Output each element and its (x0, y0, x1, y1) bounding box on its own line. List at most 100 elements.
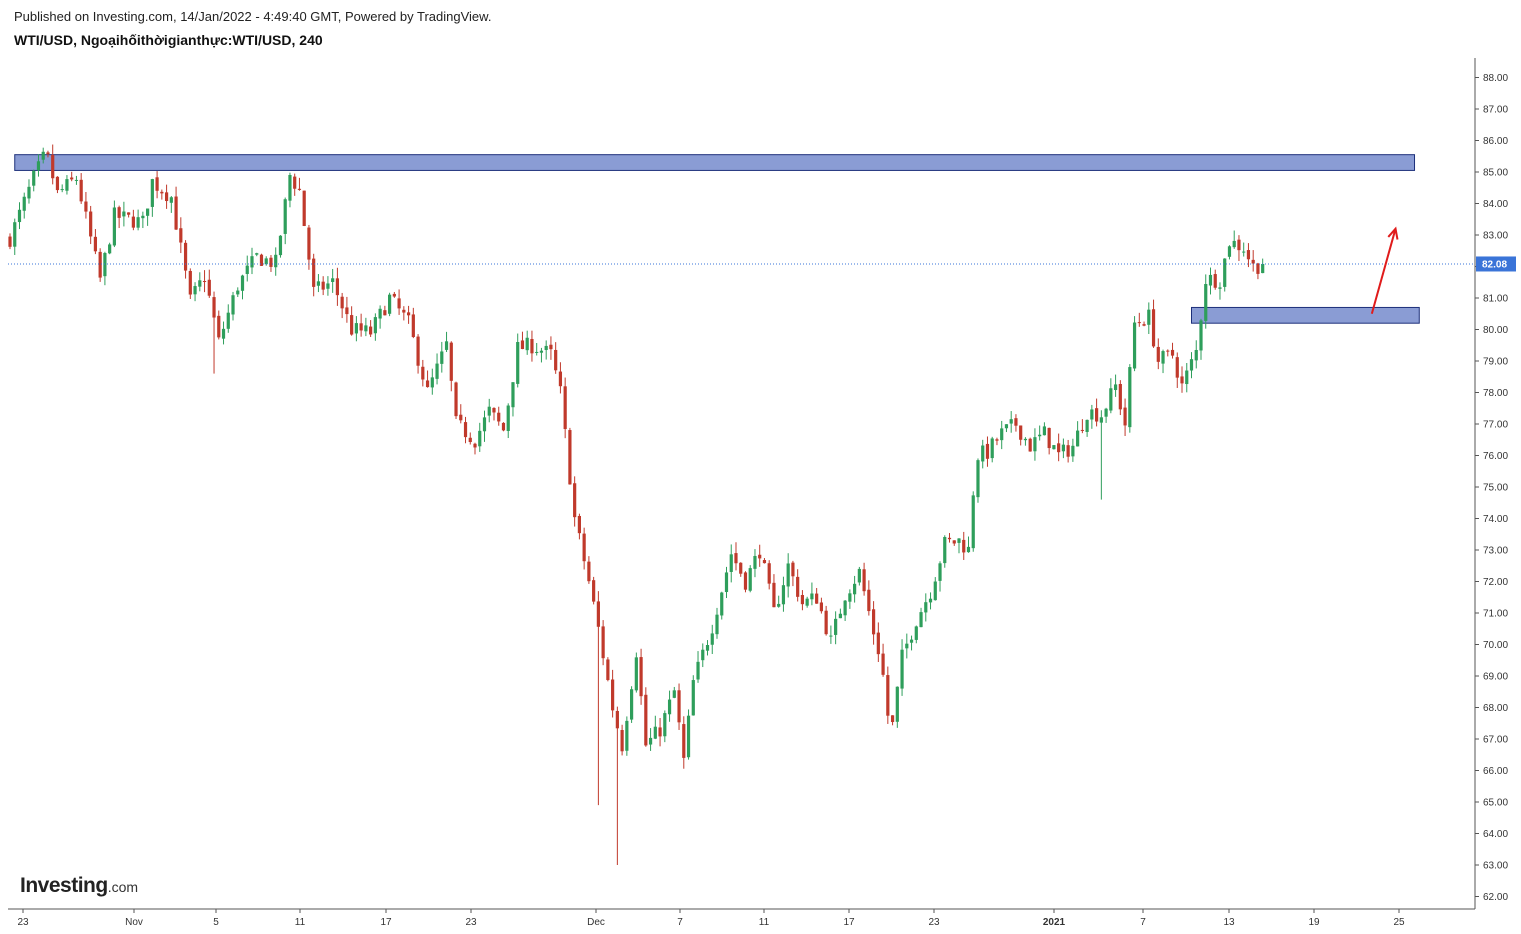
candle-down (1256, 262, 1260, 280)
candle-body (421, 366, 425, 380)
candle-up (112, 200, 116, 248)
candle-up (240, 274, 245, 300)
candle-up (810, 582, 814, 606)
candle-body (933, 581, 937, 601)
candle-up (544, 340, 548, 360)
x-tick-label: 2021 (1043, 917, 1066, 928)
x-tick-label: 11 (295, 917, 306, 928)
candle-up (478, 422, 482, 452)
candle-body (720, 592, 724, 616)
candle-down (117, 205, 121, 229)
candle-body (1038, 434, 1042, 437)
candle-body (881, 653, 885, 675)
candle-down (1142, 321, 1146, 327)
candle-body (435, 363, 439, 379)
candle-body (8, 236, 12, 247)
candle-body (758, 554, 762, 559)
y-tick-label: 80.00 (1483, 325, 1508, 336)
candle-body (639, 657, 643, 697)
candle-body (17, 209, 22, 223)
candle-body (411, 314, 415, 338)
x-tick-label: 23 (465, 917, 477, 928)
candle-up (487, 398, 491, 423)
candle-up (838, 608, 842, 619)
candle-down (70, 171, 74, 182)
candles-layer (8, 144, 1265, 865)
price-axis[interactable]: 62.00 63.00 64.00 65.00 66.00 67.00 68.00 69.00… (1475, 73, 1508, 903)
candle-body (677, 690, 681, 723)
candle-body (644, 694, 648, 746)
candle-up (1132, 316, 1137, 372)
candle-body (634, 657, 638, 691)
resistance-zone-upper (14, 154, 1416, 171)
candle-body (459, 414, 463, 421)
candle-down (881, 643, 885, 677)
candle-body (734, 553, 738, 564)
candle-up (853, 575, 857, 603)
candle-body (824, 610, 828, 635)
candle-down (188, 268, 192, 299)
candle-body (264, 258, 268, 265)
candle-down (573, 476, 577, 527)
candle-body (1147, 309, 1151, 325)
candle-body (32, 170, 36, 186)
candle-up (1204, 274, 1208, 329)
y-tick-label: 70.00 (1483, 640, 1508, 651)
candle-up (136, 209, 140, 231)
candle-down (886, 666, 890, 724)
candle-body (164, 192, 169, 202)
candle-body (558, 371, 563, 387)
candle-body (663, 713, 667, 737)
candle-down (383, 305, 387, 316)
candle-down (425, 370, 430, 388)
candle-down (297, 177, 302, 191)
candle-up (60, 184, 64, 193)
candle-body (625, 720, 629, 751)
candle-up (198, 272, 202, 292)
candle-down (492, 407, 496, 421)
candle-body (895, 686, 899, 722)
candle-body (497, 412, 501, 422)
candle-body (245, 265, 249, 274)
arrow-shaft (1370, 228, 1397, 315)
candle-body (753, 555, 757, 569)
candle-body (501, 422, 506, 431)
candle-up (696, 651, 700, 683)
candle-down (55, 176, 60, 194)
candle-body (1095, 408, 1099, 422)
candle-body (331, 278, 335, 282)
candle-body (853, 583, 857, 595)
candle-down (345, 296, 349, 323)
candle-up (720, 591, 724, 620)
candle-body (577, 515, 581, 534)
time-axis[interactable]: 23 Nov 5 11 17 23 Dec 7 11 17 23 2021 7 13 19 25 (17, 909, 1405, 928)
candle-body (1180, 376, 1184, 384)
candle-down (302, 190, 306, 227)
candle-body (350, 315, 354, 335)
candle-up (748, 565, 752, 593)
candle-down (1118, 380, 1122, 416)
candle-down (269, 255, 273, 272)
candle-up (283, 197, 287, 245)
candle-body (862, 569, 866, 592)
candle-body (250, 256, 254, 268)
candle-body (1142, 324, 1146, 326)
candle-up (378, 305, 382, 329)
candle-down (89, 205, 93, 245)
candle-body (1071, 445, 1075, 457)
candle-up (535, 342, 539, 356)
candle-body (150, 179, 154, 207)
candle-body (373, 317, 377, 334)
candle-up (1061, 438, 1065, 459)
candle-up (231, 291, 235, 321)
candle-down (819, 597, 823, 614)
candle-down (862, 562, 866, 596)
candle-body (976, 460, 980, 498)
candle-body (1227, 246, 1232, 257)
candle-body (98, 251, 102, 278)
candle-body (829, 635, 833, 637)
candle-up (1038, 425, 1042, 441)
candle-body (1166, 350, 1170, 352)
candle-body (1161, 351, 1165, 364)
